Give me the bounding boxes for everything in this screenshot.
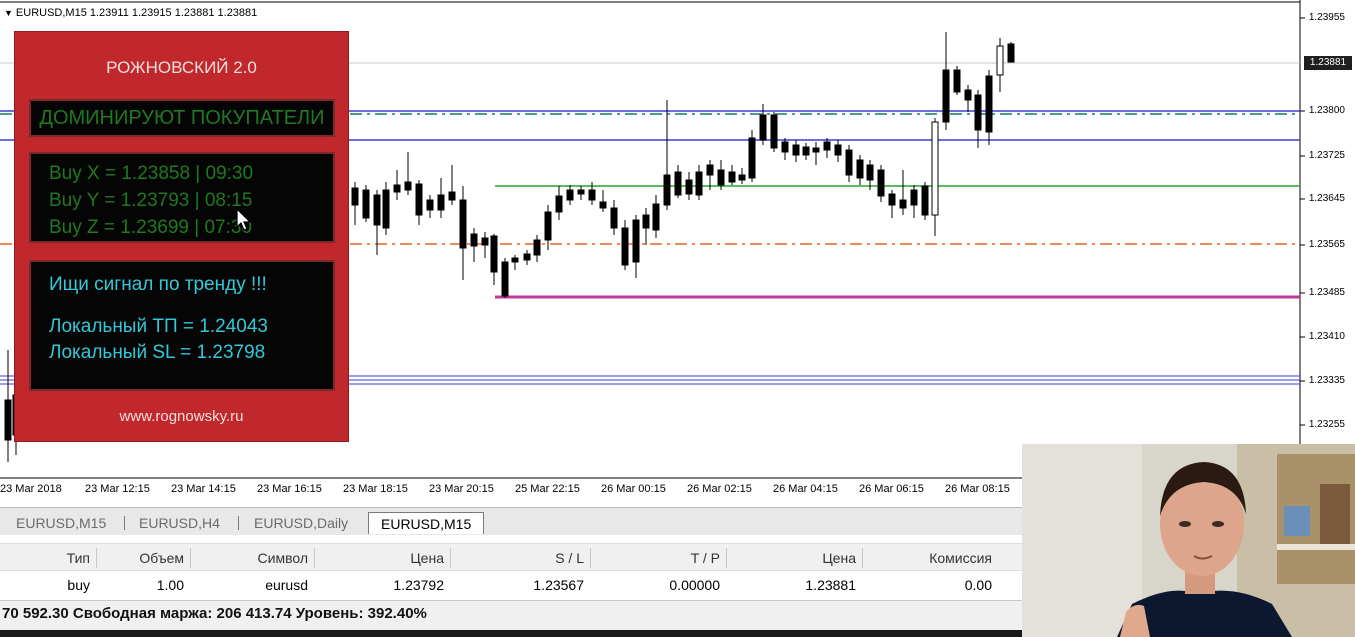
tab-separator — [238, 516, 239, 530]
column-divider — [190, 548, 191, 568]
chart-header: ▼ EURUSD,M15 1.23911 1.23915 1.23881 1.23… — [4, 7, 257, 19]
cell-price: 1.23792 — [393, 577, 444, 593]
time-axis-label: 26 Mar 04:15 — [773, 483, 838, 495]
buy-level-z: Buy Z = 1.23699 | 07:30 — [49, 217, 252, 238]
table-row[interactable]: buy 1.00 eurusd 1.23792 1.23567 0.00000 … — [0, 571, 1022, 599]
cell-symbol: eurusd — [265, 577, 308, 593]
cell-current-price: 1.23881 — [805, 577, 856, 593]
column-divider — [96, 548, 97, 568]
column-divider — [314, 548, 315, 568]
price-axis-label: 1.23565 — [1308, 239, 1345, 250]
website-link[interactable]: www.rognowsky.ru — [119, 408, 244, 425]
panel-title: РОЖНОВСКИЙ 2.0 — [106, 58, 257, 77]
local-sl: Локальный SL = 1.23798 — [49, 342, 266, 363]
time-axis-label: 26 Mar 08:15 — [945, 483, 1010, 495]
price-axis-label: 1.23255 — [1308, 419, 1345, 430]
time-axis-label: 26 Mar 00:15 — [601, 483, 666, 495]
time-axis-label: 23 Mar 14:15 — [171, 483, 236, 495]
price-axis-label: 1.23335 — [1308, 375, 1345, 386]
column-divider — [862, 548, 863, 568]
column-divider — [450, 548, 451, 568]
price-axis-label: 1.23955 — [1308, 12, 1345, 23]
chart-tabs: EURUSD,M15 EURUSD,H4 EURUSD,Daily EURUSD… — [0, 507, 1022, 535]
buy-levels-box: Buy X = 1.23858 | 09:30 Buy Y = 1.23793 … — [29, 152, 335, 243]
buy-level-y: Buy Y = 1.23793 | 08:15 — [49, 190, 253, 211]
column-header-type[interactable]: Тип — [66, 550, 90, 566]
time-axis-label: 23 Mar 18:15 — [343, 483, 408, 495]
time-axis-label: 23 Mar 20:15 — [429, 483, 494, 495]
tab-separator — [124, 516, 125, 530]
chart-menu-arrow-icon[interactable]: ▼ — [4, 8, 13, 18]
column-header-volume[interactable]: Объем — [139, 550, 184, 566]
price-axis-label: 1.23725 — [1308, 150, 1345, 161]
time-axis-label: 25 Mar 22:15 — [515, 483, 580, 495]
time-axis-label: 23 Mar 12:15 — [85, 483, 150, 495]
webcam-video — [1022, 444, 1355, 637]
time-axis-label: 26 Mar 02:15 — [687, 483, 752, 495]
column-divider — [590, 548, 591, 568]
chart-area[interactable]: ▼ EURUSD,M15 1.23911 1.23915 1.23881 1.23… — [0, 0, 1355, 507]
mouse-cursor-icon — [236, 208, 252, 231]
time-axis-label: 23 Mar 2018 — [0, 483, 62, 495]
cell-volume: 1.00 — [156, 577, 184, 593]
tab-eurusd-daily[interactable]: EURUSD,Daily — [254, 515, 349, 531]
column-header-symbol[interactable]: Символ — [257, 550, 308, 566]
price-axis-label: 1.23485 — [1308, 287, 1345, 298]
price-axis-label: 1.23645 — [1308, 193, 1345, 204]
buy-level-x: Buy X = 1.23858 | 09:30 — [49, 163, 254, 184]
tab-eurusd-m15-active[interactable]: EURUSD,M15 — [368, 512, 485, 534]
column-divider — [726, 548, 727, 568]
time-axis-label: 23 Mar 16:15 — [257, 483, 322, 495]
local-tp: Локальный ТП = 1.24043 — [49, 316, 268, 337]
cell-sl: 1.23567 — [533, 577, 584, 593]
trade-table-header: Тип Объем Символ Цена S / L T / P Цена К… — [0, 543, 1022, 571]
current-price-badge: 1.23881 — [1304, 56, 1352, 70]
tab-eurusd-m15[interactable]: EURUSD,M15 — [16, 515, 107, 531]
price-axis-label: 1.23800 — [1308, 105, 1345, 116]
column-header-sl[interactable]: S / L — [555, 550, 584, 566]
bottom-strip — [0, 630, 1355, 637]
column-header-current-price[interactable]: Цена — [822, 550, 856, 566]
column-header-tp[interactable]: T / P — [690, 550, 720, 566]
cell-type: buy — [67, 577, 90, 593]
dominate-box: ДОМИНИРУЮТ ПОКУПАТЕЛИ — [29, 99, 335, 137]
indicator-panel[interactable]: РОЖНОВСКИЙ 2.0 ДОМИНИРУЮТ ПОКУПАТЕЛИ Buy… — [14, 31, 349, 442]
account-status-bar: 70 592.30 Свободная маржа: 206 413.74 Ур… — [0, 600, 1022, 630]
price-axis-label: 1.23410 — [1308, 331, 1345, 342]
tab-eurusd-h4[interactable]: EURUSD,H4 — [139, 515, 220, 531]
cell-tp: 0.00000 — [669, 577, 720, 593]
chart-header-text: EURUSD,M15 1.23911 1.23915 1.23881 1.238… — [15, 7, 258, 19]
signal-box: Ищи сигнал по тренду !!! Локальный ТП = … — [29, 260, 335, 391]
column-header-price[interactable]: Цена — [410, 550, 444, 566]
signal-text: Ищи сигнал по тренду !!! — [49, 274, 267, 295]
time-axis-label: 26 Mar 06:15 — [859, 483, 924, 495]
column-header-commission[interactable]: Комиссия — [929, 550, 992, 566]
cell-commission: 0.00 — [964, 577, 992, 593]
